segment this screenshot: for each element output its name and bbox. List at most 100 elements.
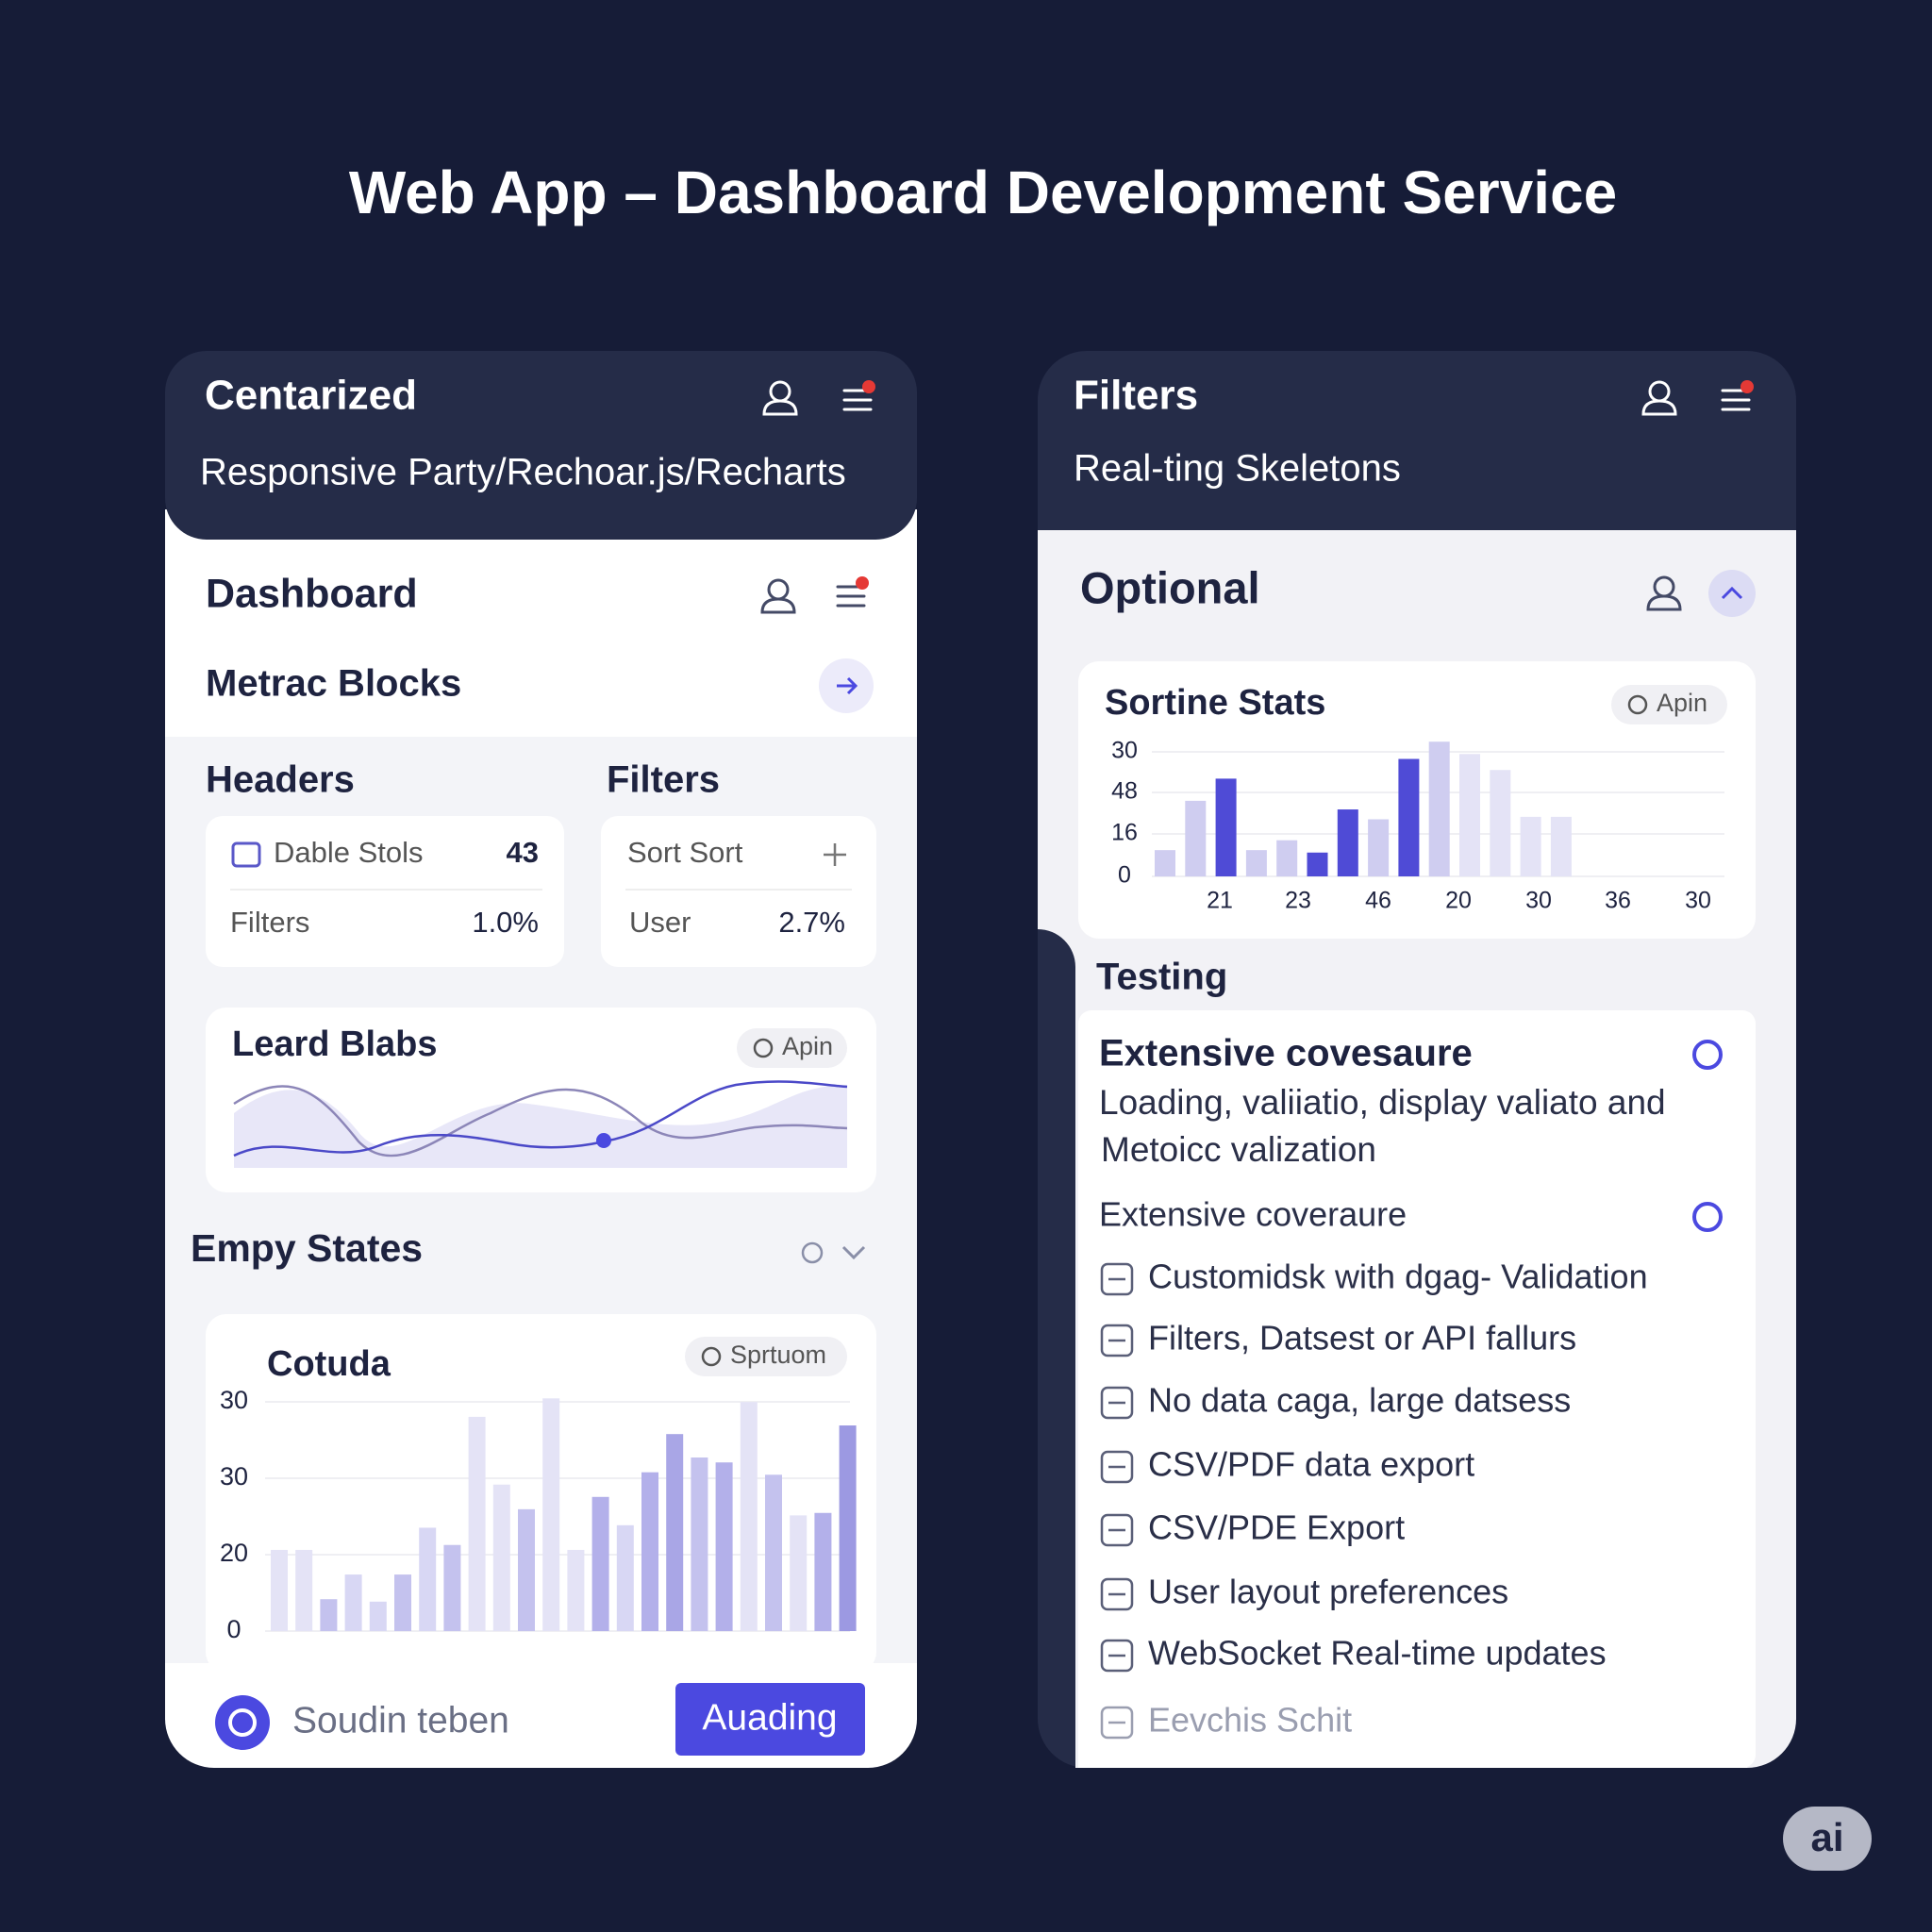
line-series <box>233 1085 848 1158</box>
add-icon <box>837 676 858 695</box>
table-icon <box>231 841 261 868</box>
panel-title: Filters <box>1074 373 1198 419</box>
bar-decoration <box>1459 754 1480 876</box>
clock-icon <box>753 1038 774 1058</box>
footer-icon-inner <box>228 1708 257 1737</box>
list-icon <box>1100 1639 1134 1673</box>
bar-decoration <box>765 1474 782 1631</box>
collapse-button[interactable] <box>1708 570 1756 617</box>
y-axis-label: 30 <box>1111 738 1138 764</box>
row-value: 2.7% <box>778 906 845 939</box>
bar-card <box>206 1314 876 1673</box>
feature-title: Extensive covesaure <box>1099 1033 1473 1074</box>
list-icon <box>1100 1706 1134 1740</box>
primary-button[interactable] <box>675 1683 865 1756</box>
user-icon <box>1641 399 1677 416</box>
panel-subtitle: Real-ting Skeletons <box>1074 448 1401 490</box>
x-axis-label: 23 <box>1285 888 1311 914</box>
section-title: Empy States <box>191 1226 423 1270</box>
clock-icon <box>1627 694 1648 715</box>
x-axis-label: 30 <box>1685 888 1711 914</box>
button-label: Auading <box>702 1697 837 1738</box>
row-label: Filters <box>230 906 309 939</box>
plus-icon <box>824 843 846 866</box>
card-title: Cotuda <box>267 1344 391 1384</box>
badge-text: Apin <box>1657 689 1707 717</box>
list-icon <box>1100 1450 1134 1484</box>
bar-decoration <box>790 1515 808 1631</box>
bar-decoration <box>666 1434 684 1631</box>
x-axis-label: 46 <box>1365 888 1391 914</box>
badge-text: Sprtuom <box>730 1341 826 1369</box>
bar-decoration <box>1428 741 1450 876</box>
bar-decoration <box>1337 809 1358 876</box>
bar-decoration <box>344 1574 362 1631</box>
section-title: Optional <box>1080 562 1260 612</box>
status-icon <box>1692 1040 1723 1070</box>
list-icon <box>1100 1386 1134 1420</box>
notification-dot <box>856 576 869 590</box>
list-item: CSV/PDF data export <box>1148 1445 1474 1484</box>
ai-badge <box>1783 1807 1872 1871</box>
subsection-title: Metrac Blocks <box>206 663 461 705</box>
x-axis-label: 30 <box>1525 888 1552 914</box>
bar-decoration <box>468 1416 486 1631</box>
list-icon <box>1100 1513 1134 1547</box>
list-item: Eevchis Schit <box>1148 1701 1352 1740</box>
bar-decoration <box>567 1549 585 1631</box>
footer-label: Soudin teben <box>292 1700 509 1740</box>
list-icon <box>1100 1577 1134 1611</box>
row-value: 43 <box>507 836 539 869</box>
notification-dot <box>1740 380 1754 393</box>
headers-box <box>206 816 564 967</box>
panel-title: Centarized <box>205 373 417 419</box>
feature-text: Metoicc valization <box>1101 1130 1376 1169</box>
list-item: CSV/PDE Export <box>1148 1508 1405 1547</box>
card-title: Sortine Stats <box>1105 683 1325 723</box>
bar-decoration <box>1307 852 1328 876</box>
panel-subtitle: Responsive Party/Rechoar.js/Recharts <box>200 452 846 493</box>
section-title: Testing <box>1096 957 1227 998</box>
bar-decoration <box>1215 778 1237 876</box>
bar-decoration <box>616 1524 634 1631</box>
bar-decoration <box>369 1601 387 1631</box>
page-title: Web App – Dashboard Development Service <box>349 158 1617 226</box>
row-label: User <box>629 906 691 939</box>
bar-decoration <box>1155 850 1175 876</box>
box-title: Filters <box>607 759 720 801</box>
list-item: User layout preferences <box>1148 1573 1508 1611</box>
chevron-up <box>1721 586 1743 600</box>
y-axis-label: 20 <box>220 1539 248 1567</box>
line-series <box>233 1080 848 1158</box>
list-icon <box>1100 1262 1134 1296</box>
badge-pill <box>1611 685 1727 724</box>
bar-decoration <box>1276 840 1298 876</box>
user-icon <box>1646 594 1682 611</box>
badge-pill <box>685 1337 847 1376</box>
row-label: Sort Sort <box>627 836 743 869</box>
filters-box <box>601 816 876 967</box>
bar-decoration <box>295 1549 313 1631</box>
bar-decoration <box>394 1574 411 1631</box>
testing-card <box>1078 1010 1756 1768</box>
bar-decoration <box>814 1512 832 1631</box>
bar-decoration <box>591 1496 609 1631</box>
user-icon <box>760 597 796 614</box>
list-item: Filters, Datsest or API fallurs <box>1148 1319 1576 1357</box>
y-axis-label: 30 <box>220 1462 248 1491</box>
bar-decoration <box>271 1549 288 1631</box>
y-axis-label: 16 <box>1111 820 1138 846</box>
x-axis-label: 36 <box>1605 888 1631 914</box>
feature-text: Loading, valiiatio, display valiato and <box>1099 1083 1666 1122</box>
card-title: Leard Blabs <box>232 1024 438 1064</box>
chevron-icon <box>841 1245 866 1260</box>
bar-decoration <box>419 1527 437 1631</box>
bar-decoration <box>1520 816 1541 876</box>
y-axis-label: 0 <box>226 1615 241 1643</box>
bar-decoration <box>641 1472 658 1631</box>
row-value: 1.0% <box>472 906 539 939</box>
bar-decoration <box>1550 816 1572 876</box>
bar-decoration <box>492 1484 510 1631</box>
y-axis-label: 0 <box>1118 862 1131 889</box>
